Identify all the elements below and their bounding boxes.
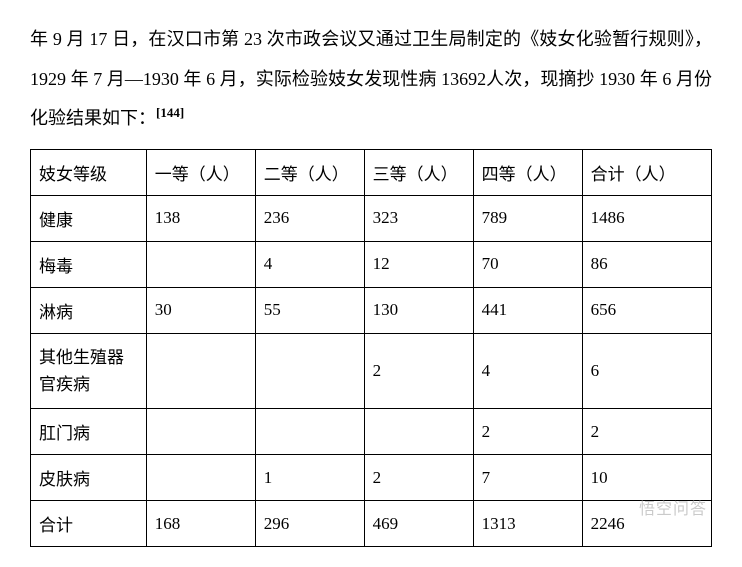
watermark-text: 悟空问答	[639, 495, 707, 519]
cell: 2	[364, 333, 473, 408]
data-table: 妓女等级 一等（人） 二等（人） 三等（人） 四等（人） 合计（人） 健康 13…	[30, 149, 712, 547]
col-header: 妓女等级	[31, 149, 147, 195]
cell: 441	[473, 287, 582, 333]
cell: 168	[146, 501, 255, 547]
cell: 6	[582, 333, 711, 408]
table-row: 健康 138 236 323 789 1486	[31, 195, 712, 241]
cell: 10	[582, 455, 711, 501]
cell: 138	[146, 195, 255, 241]
cell	[255, 409, 364, 455]
intro-paragraph: 年 9 月 17 日，在汉口市第 23 次市政会议又通过卫生局制定的《妓女化验暂…	[30, 20, 712, 139]
cell: 健康	[31, 195, 147, 241]
cell: 236	[255, 195, 364, 241]
cell	[255, 333, 364, 408]
cell: 2	[473, 409, 582, 455]
col-header: 四等（人）	[473, 149, 582, 195]
paragraph-text: 年 9 月 17 日，在汉口市第 23 次市政会议又通过卫生局制定的《妓女化验暂…	[30, 29, 712, 128]
citation-marker: [144]	[156, 105, 184, 120]
table-row: 合计 168 296 469 1313 2246	[31, 501, 712, 547]
cell: 梅毒	[31, 241, 147, 287]
cell: 130	[364, 287, 473, 333]
cell: 30	[146, 287, 255, 333]
col-header: 三等（人）	[364, 149, 473, 195]
table-row: 其他生殖器官疾病 2 4 6	[31, 333, 712, 408]
table-row: 梅毒 4 12 70 86	[31, 241, 712, 287]
table-row: 肛门病 2 2	[31, 409, 712, 455]
cell	[146, 455, 255, 501]
cell: 12	[364, 241, 473, 287]
cell	[364, 409, 473, 455]
cell: 1	[255, 455, 364, 501]
cell: 323	[364, 195, 473, 241]
table-row: 皮肤病 1 2 7 10	[31, 455, 712, 501]
cell: 4	[255, 241, 364, 287]
cell: 55	[255, 287, 364, 333]
cell	[146, 333, 255, 408]
cell: 7	[473, 455, 582, 501]
cell: 2	[582, 409, 711, 455]
col-header: 合计（人）	[582, 149, 711, 195]
cell: 4	[473, 333, 582, 408]
cell: 淋病	[31, 287, 147, 333]
cell: 469	[364, 501, 473, 547]
cell: 86	[582, 241, 711, 287]
col-header: 一等（人）	[146, 149, 255, 195]
table-header-row: 妓女等级 一等（人） 二等（人） 三等（人） 四等（人） 合计（人）	[31, 149, 712, 195]
cell: 70	[473, 241, 582, 287]
cell	[146, 241, 255, 287]
cell: 2	[364, 455, 473, 501]
cell: 其他生殖器官疾病	[31, 333, 147, 408]
col-header: 二等（人）	[255, 149, 364, 195]
cell: 656	[582, 287, 711, 333]
cell: 1313	[473, 501, 582, 547]
table-row: 淋病 30 55 130 441 656	[31, 287, 712, 333]
cell: 296	[255, 501, 364, 547]
cell: 1486	[582, 195, 711, 241]
cell: 皮肤病	[31, 455, 147, 501]
cell	[146, 409, 255, 455]
cell: 合计	[31, 501, 147, 547]
cell: 789	[473, 195, 582, 241]
cell: 肛门病	[31, 409, 147, 455]
